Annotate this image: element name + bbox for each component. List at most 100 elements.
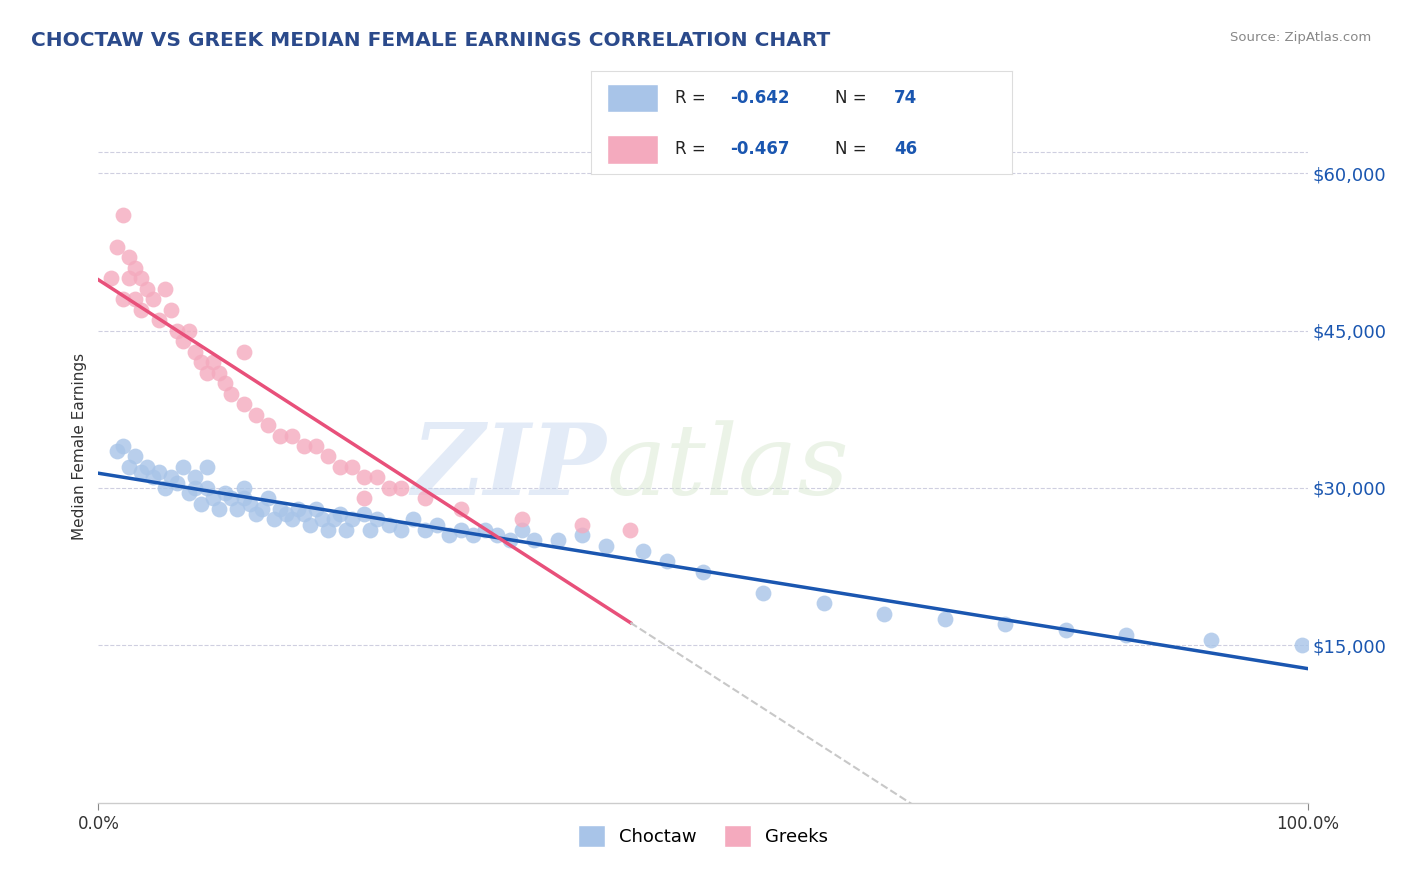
Point [129,465,152,479]
Point [353,491,375,506]
Point [316,450,339,464]
Point [873,607,896,621]
Point [402,512,425,526]
Point [105,444,128,458]
Point [523,533,546,548]
Point [232,397,254,411]
Text: -0.642: -0.642 [730,88,789,106]
Point [619,523,641,537]
Point [195,366,218,380]
Point [426,517,449,532]
Point [450,502,472,516]
Point [179,324,201,338]
Point [184,344,207,359]
Point [202,491,225,506]
Point [281,512,304,526]
Point [239,497,262,511]
Point [118,271,141,285]
Y-axis label: Median Female Earnings: Median Female Earnings [72,352,87,540]
Point [245,507,267,521]
Point [342,512,364,526]
Point [105,239,128,253]
Point [195,481,218,495]
Point [994,617,1017,632]
Point [353,470,375,484]
Point [498,533,520,548]
Point [263,512,285,526]
Point [281,428,304,442]
Point [208,366,231,380]
Point [631,544,654,558]
Point [184,470,207,484]
Point [202,355,225,369]
Point [118,250,141,264]
Point [135,282,157,296]
Text: -0.467: -0.467 [730,140,789,158]
Point [172,334,194,348]
Text: N =: N = [835,88,872,106]
Point [226,502,249,516]
Text: atlas: atlas [606,420,849,515]
Point [413,523,436,537]
Point [232,481,254,495]
Point [214,376,236,390]
Point [160,470,183,484]
Text: Source: ZipAtlas.com: Source: ZipAtlas.com [1230,31,1371,45]
Point [377,517,399,532]
Point [166,475,188,490]
Point [245,408,267,422]
Point [111,292,134,306]
Point [353,507,375,521]
Point [111,439,134,453]
Point [595,539,617,553]
Point [153,282,176,296]
Point [166,324,188,338]
Point [221,491,243,506]
Point [190,355,212,369]
Text: ZIP: ZIP [412,419,606,516]
Point [221,386,243,401]
Legend: Choctaw, Greeks: Choctaw, Greeks [571,818,835,855]
Point [135,460,157,475]
FancyBboxPatch shape [607,135,658,163]
Point [232,344,254,359]
Point [269,502,291,516]
Point [305,439,328,453]
Point [366,470,388,484]
Point [232,491,254,506]
Point [153,481,176,495]
Point [463,528,485,542]
Point [184,481,207,495]
Text: R =: R = [675,140,711,158]
Point [250,502,273,516]
FancyBboxPatch shape [607,84,658,112]
Point [100,271,122,285]
Point [124,450,146,464]
Point [111,208,134,222]
Point [366,512,388,526]
Point [377,481,399,495]
Point [510,523,533,537]
Text: CHOCTAW VS GREEK MEDIAN FEMALE EARNINGS CORRELATION CHART: CHOCTAW VS GREEK MEDIAN FEMALE EARNINGS … [31,31,830,50]
Point [335,523,357,537]
Text: R =: R = [675,88,711,106]
Point [329,460,352,475]
Point [547,533,569,548]
Point [571,528,593,542]
Point [172,460,194,475]
Point [360,523,382,537]
Point [437,528,460,542]
Point [129,302,152,317]
Point [299,517,322,532]
Point [1115,628,1137,642]
Point [486,528,509,542]
Point [413,491,436,506]
Point [752,586,775,600]
Point [214,486,236,500]
Point [129,271,152,285]
Point [1291,639,1313,653]
Point [142,470,165,484]
Point [311,512,333,526]
Point [342,460,364,475]
Point [474,523,496,537]
